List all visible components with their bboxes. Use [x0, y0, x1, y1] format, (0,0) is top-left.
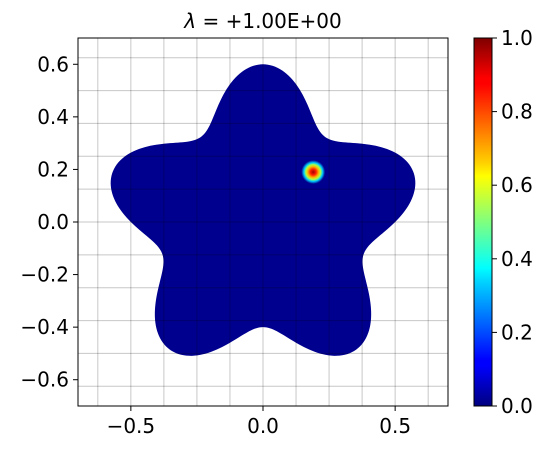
x-tick-label: 0.0 — [247, 414, 279, 438]
title-equals: = — [196, 9, 225, 33]
colorbar-tick-label: 0.6 — [501, 173, 533, 197]
y-tick-label: 0.4 — [37, 105, 69, 129]
star-domain — [110, 64, 416, 356]
title-value: +1.00E+00 — [226, 9, 342, 33]
y-tick-label: −0.4 — [20, 315, 69, 339]
title-symbol: λ — [183, 9, 196, 33]
y-tick-label: 0.0 — [37, 210, 69, 234]
hotspot — [301, 160, 326, 184]
x-tick-label: −0.5 — [107, 414, 156, 438]
x-tick-label: 0.5 — [379, 414, 411, 438]
colorbar: 1.0 0.8 0.6 0.4 0.2 0.0 — [473, 26, 533, 418]
colorbar-tick-label: 0.4 — [501, 247, 533, 271]
colorbar-gradient — [474, 38, 492, 406]
y-tick-label: 0.6 — [37, 52, 69, 76]
colorbar-tick-label: 0.2 — [501, 320, 533, 344]
colorbar-tick-label: 0.0 — [501, 394, 533, 418]
y-tick-label: −0.6 — [20, 368, 69, 392]
colorbar-tick-label: 0.8 — [501, 100, 533, 124]
plot-area: −0.5 0.0 0.5 0.6 0.4 0.2 0.0 −0.2 −0.4 −0.6 — [20, 37, 449, 438]
colorbar-frame — [473, 37, 493, 407]
y-tick-label: 0.2 — [37, 157, 69, 181]
colorbar-tick-label: 1.0 — [501, 26, 533, 50]
y-tick-label: −0.2 — [20, 263, 69, 287]
chart-title: λ = +1.00E+00 — [183, 9, 341, 33]
